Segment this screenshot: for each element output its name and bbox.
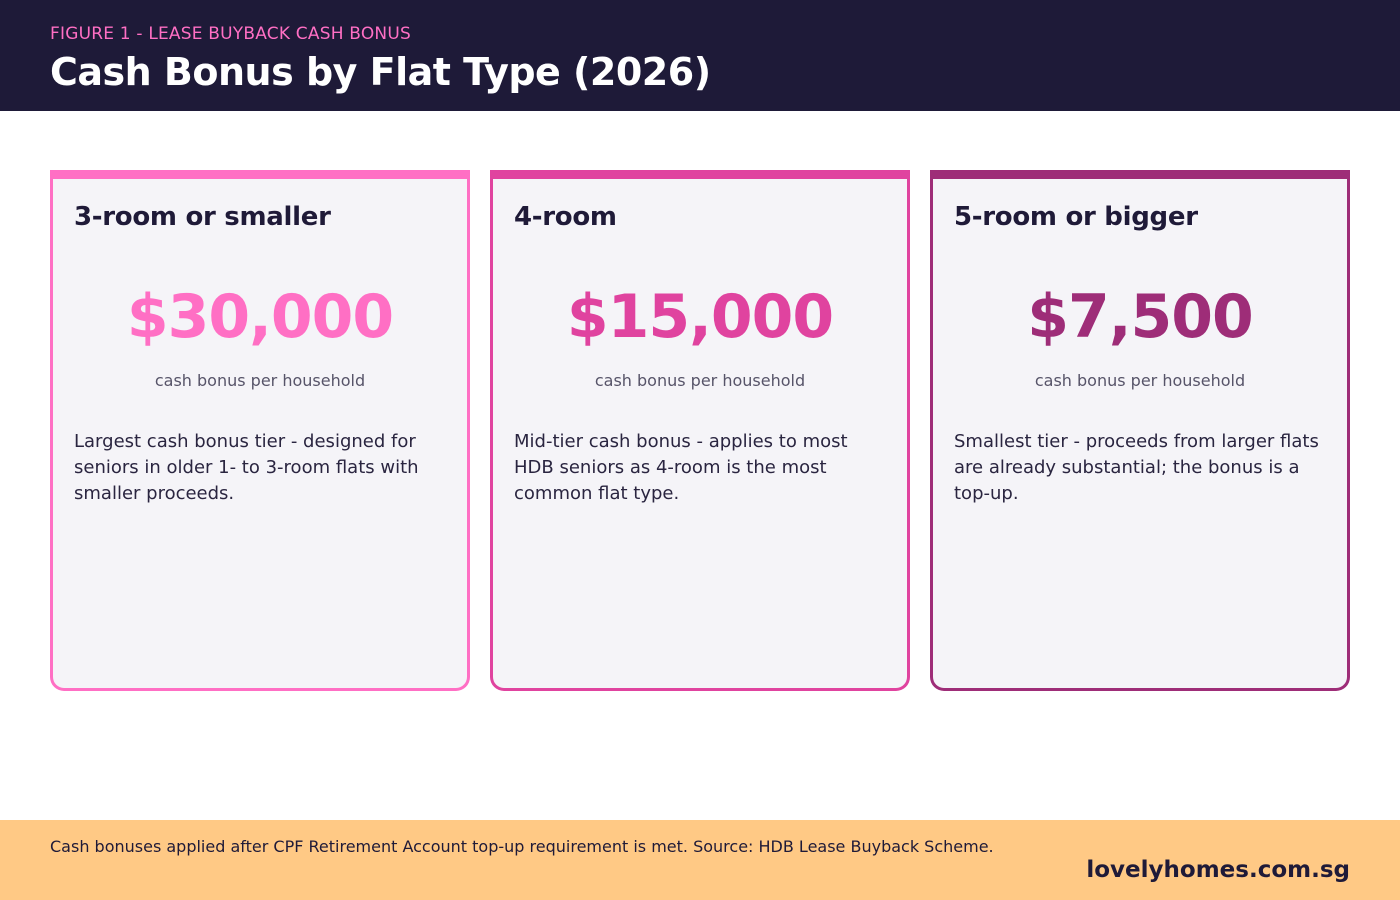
card-description: Mid-tier cash bonus - applies to most HD…	[514, 431, 848, 504]
figure-label: FIGURE 1 - LEASE BUYBACK CASH BONUS	[50, 24, 411, 44]
card-amount-caption: cash bonus per household	[594, 371, 806, 390]
bonus-card-4-room: 4-room $15,000 cash bonus per household …	[490, 170, 910, 691]
bonus-card-5-room: 5-room or bigger $7,500 cash bonus per h…	[930, 170, 1350, 691]
header-banner: FIGURE 1 - LEASE BUYBACK CASH BONUS Cash…	[0, 0, 1400, 111]
brand-name: lovelyhomes.com.sg	[1086, 857, 1350, 883]
card-description: Largest cash bonus tier - designed for s…	[74, 431, 419, 504]
card-amount: $30,000	[126, 282, 394, 352]
footer-banner: Cash bonuses applied after CPF Retiremen…	[0, 820, 1400, 900]
card-accent-bar	[490, 170, 910, 179]
card-title: 4-room	[514, 202, 617, 232]
card-description: Smallest tier - proceeds from larger fla…	[954, 431, 1319, 504]
page-title: Cash Bonus by Flat Type (2026)	[50, 50, 711, 94]
bonus-card-3-room: 3-room or smaller $30,000 cash bonus per…	[50, 170, 470, 691]
source-note: Cash bonuses applied after CPF Retiremen…	[50, 837, 994, 856]
card-amount-caption: cash bonus per household	[1034, 371, 1246, 390]
card-amount: $15,000	[566, 282, 834, 352]
card-accent-bar	[50, 170, 470, 179]
card-title: 5-room or bigger	[954, 202, 1198, 232]
card-amount: $7,500	[1027, 282, 1254, 352]
card-amount-caption: cash bonus per household	[154, 371, 366, 390]
card-title: 3-room or smaller	[74, 202, 331, 232]
card-accent-bar	[930, 170, 1350, 179]
